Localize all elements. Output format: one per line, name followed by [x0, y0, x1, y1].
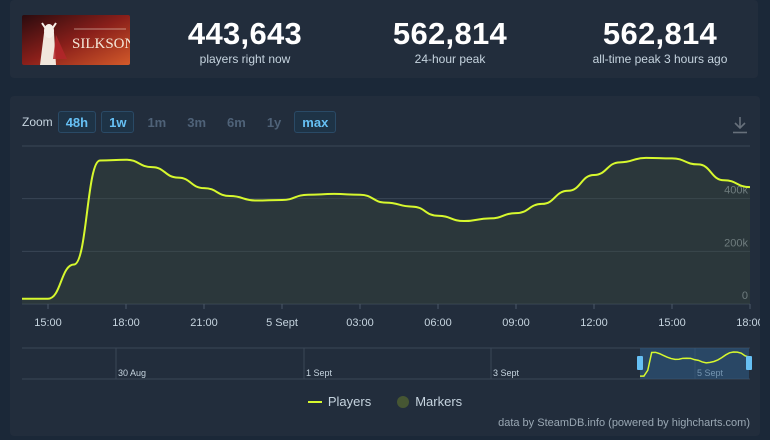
current-players-stat: 443,643 players right now: [165, 16, 325, 66]
x-tick-label: 5 Sept: [266, 317, 298, 329]
y-tick-label: 0: [742, 290, 748, 302]
zoom-button-1m[interactable]: 1m: [147, 115, 167, 130]
y-tick-label: 400k: [724, 185, 748, 197]
chart-panel: Zoom 48h 1w 1m 3m 6m 1y max 0 200k 400k 15…: [10, 96, 760, 436]
navigator-label: 3 Sept: [493, 368, 520, 378]
player-chart[interactable]: 0 200k 400k 15:00 18:00 21:00 5 Sept 03:00 06:0…: [10, 96, 760, 396]
x-tick-label: 18:00: [736, 317, 760, 329]
x-tick-label: 15:00: [34, 317, 62, 329]
legend-players[interactable]: Players: [307, 394, 372, 409]
legend-markers[interactable]: Markers: [397, 394, 462, 409]
legend-markers-swatch: [397, 395, 410, 408]
all-time-peak-value: 562,814: [602, 16, 718, 51]
all-time-peak-label: all-time peak 3 hours ago: [592, 52, 728, 66]
x-tick-label: 06:00: [424, 317, 452, 329]
game-logo-text: SILKSONG: [72, 36, 130, 52]
y-tick-label: 200k: [724, 237, 748, 249]
legend-players-swatch: [307, 400, 322, 403]
current-players-value: 443,643: [187, 16, 303, 51]
zoom-bar: Zoom 48h 1w 1m 3m 6m 1y max: [22, 110, 341, 134]
zoom-button-1w[interactable]: 1w: [101, 111, 135, 133]
stats-panel: SILKSONG 443,643 players right now 562,8…: [10, 0, 758, 78]
chart-legend: Players Markers: [10, 394, 760, 409]
navigator-right-handle[interactable]: [746, 356, 752, 370]
x-tick-label: 03:00: [346, 317, 374, 329]
navigator-line: [640, 351, 750, 377]
x-tick-label: 18:00: [112, 317, 140, 329]
zoom-button-48h[interactable]: 48h: [57, 111, 97, 133]
zoom-button-3m[interactable]: 3m: [187, 115, 207, 130]
x-tick-label: 12:00: [580, 317, 608, 329]
x-tick-label: 15:00: [658, 317, 686, 329]
chart-credits[interactable]: data by SteamDB.info (powered by highcha…: [498, 417, 750, 429]
x-axis-ticks: [47, 304, 751, 309]
x-axis-labels: 15:00 18:00 21:00 5 Sept 03:00 06:00 09:00 12:0…: [34, 317, 760, 329]
x-tick-label: 09:00: [502, 317, 530, 329]
chart-grid: [22, 145, 750, 305]
game-logo[interactable]: SILKSONG: [22, 15, 130, 65]
navigator-label: 1 Sept: [306, 368, 333, 378]
zoom-button-1y[interactable]: 1y: [266, 115, 282, 130]
x-tick-label: 21:00: [190, 317, 218, 329]
zoom-button-6m[interactable]: 6m: [227, 115, 246, 130]
peak-24h-label: 24-hour peak: [414, 52, 486, 66]
download-icon[interactable]: [732, 116, 748, 139]
peak-24h-value: 562,814: [392, 16, 508, 51]
zoom-label: Zoom: [22, 115, 53, 129]
navigator-left-handle[interactable]: [637, 356, 643, 370]
peak-24h-stat: 562,814 24-hour peak: [370, 16, 530, 66]
game-logo-art: SILKSONG: [22, 15, 130, 65]
legend-markers-label: Markers: [415, 394, 463, 409]
all-time-peak-stat: 562,814 all-time peak 3 hours ago: [570, 16, 750, 66]
navigator-label: 30 Aug: [118, 368, 146, 378]
current-players-label: players right now: [199, 52, 291, 66]
players-area: [22, 157, 750, 304]
y-axis-labels: 0 200k 400k: [724, 185, 748, 302]
zoom-button-max[interactable]: max: [294, 111, 337, 133]
legend-players-label: Players: [327, 394, 372, 409]
players-line: [21, 156, 751, 300]
